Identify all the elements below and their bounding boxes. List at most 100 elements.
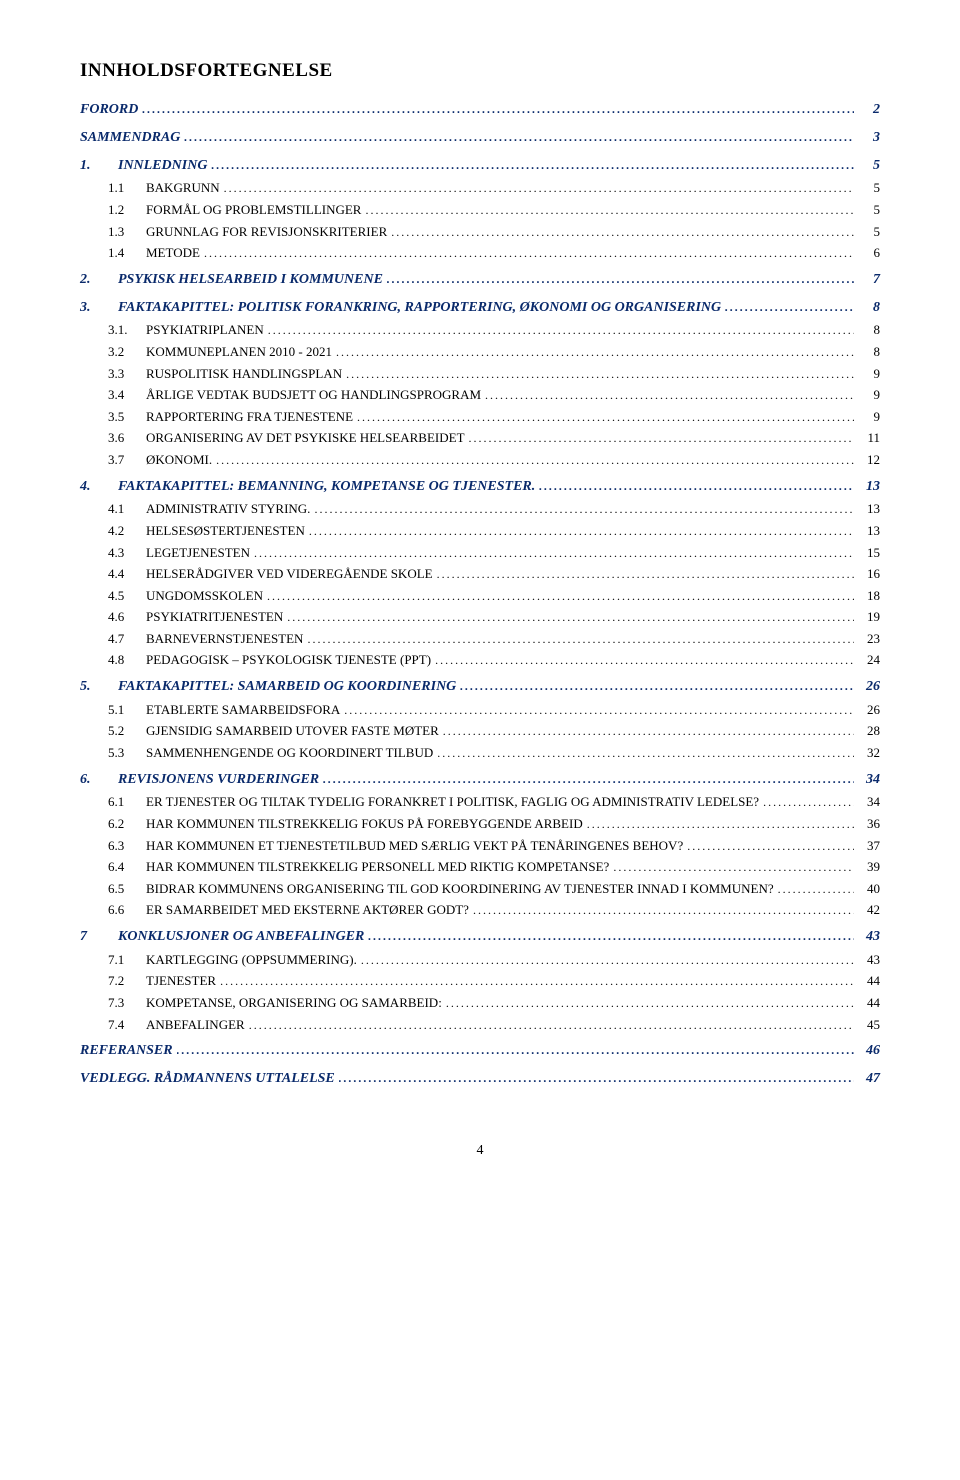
toc-leader-dots <box>460 679 854 693</box>
toc-text: HAR KOMMUNEN TILSTREKKELIG FOKUS PÅ FORE… <box>146 816 583 832</box>
toc-entry: 7KONKLUSJONER OG ANBEFALINGER43 <box>80 929 880 946</box>
toc-leader-dots <box>323 772 854 786</box>
toc-entry: 4.6PSYKIATRITJENESTEN19 <box>80 609 880 625</box>
toc-text: REVISJONENS VURDERINGER <box>118 772 319 789</box>
toc-page: 3 <box>858 130 880 147</box>
toc-page: 34 <box>858 772 880 789</box>
toc-entry: 3.2KOMMUNEPLANEN 2010 - 20218 <box>80 344 880 360</box>
toc-text: UNGDOMSSKOLEN <box>146 588 263 604</box>
toc-number: 4.6 <box>108 609 146 625</box>
toc-text: ORGANISERING AV DET PSYKISKE HELSEARBEID… <box>146 430 465 446</box>
toc-text: ETABLERTE SAMARBEIDSFORA <box>146 702 340 718</box>
toc-text: FORORD <box>80 102 138 119</box>
toc-entry: 4.5UNGDOMSSKOLEN18 <box>80 588 880 604</box>
toc-entry: 5.FAKTAKAPITTEL: SAMARBEID OG KOORDINERI… <box>80 679 880 696</box>
toc-text: ER TJENESTER OG TILTAK TYDELIG FORANKRET… <box>146 794 759 810</box>
toc-entry: 6.6ER SAMARBEIDET MED EKSTERNE AKTØRER G… <box>80 902 880 918</box>
toc-entry: 6.3HAR KOMMUNEN ET TJENESTETILBUD MED SÆ… <box>80 838 880 854</box>
toc-leader-dots <box>387 272 854 286</box>
toc-leader-dots <box>725 300 854 314</box>
toc-entry: 4.FAKTAKAPITTEL: BEMANNING, KOMPETANSE O… <box>80 479 880 496</box>
toc-page: 36 <box>858 816 880 832</box>
toc-entry: 4.3LEGETJENESTEN15 <box>80 545 880 561</box>
toc-page: 23 <box>858 631 880 647</box>
toc-entry: 6.2HAR KOMMUNEN TILSTREKKELIG FOKUS PÅ F… <box>80 816 880 832</box>
toc-text: GRUNNLAG FOR REVISJONSKRITERIER <box>146 224 387 240</box>
toc-text: BAKGRUNN <box>146 180 220 196</box>
toc-text: VEDLEGG. RÅDMANNENS UTTALELSE <box>80 1071 335 1088</box>
toc-page: 15 <box>858 545 880 561</box>
toc-page: 6 <box>858 245 880 261</box>
toc-leader-dots <box>437 746 854 760</box>
toc-entry: 7.4ANBEFALINGER45 <box>80 1017 880 1033</box>
toc-leader-dots <box>539 479 854 493</box>
toc-number: 5.1 <box>108 702 146 718</box>
toc-leader-dots <box>336 345 854 359</box>
toc-entry: 4.2HELSESØSTERTJENESTEN13 <box>80 523 880 539</box>
toc-page: 9 <box>858 409 880 425</box>
toc-leader-dots <box>184 130 854 144</box>
toc-number: 3. <box>80 300 118 317</box>
toc-entry: 1.1BAKGRUNN5 <box>80 180 880 196</box>
toc-number: 6.2 <box>108 816 146 832</box>
toc-entry: 3.FAKTAKAPITTEL: POLITISK FORANKRING, RA… <box>80 300 880 317</box>
toc-entry: 5.3SAMMENHENGENDE OG KOORDINERT TILBUD32 <box>80 745 880 761</box>
toc-entry: 1.2FORMÅL OG PROBLEMSTILLINGER5 <box>80 202 880 218</box>
toc-page: 28 <box>858 723 880 739</box>
toc-page: 37 <box>858 838 880 854</box>
toc-page: 9 <box>858 387 880 403</box>
toc-page: 11 <box>858 430 880 446</box>
toc-page: 43 <box>858 929 880 946</box>
toc-leader-dots <box>357 410 854 424</box>
toc-entry: FORORD2 <box>80 102 880 119</box>
toc-entry: 3.3RUSPOLITISK HANDLINGSPLAN9 <box>80 366 880 382</box>
toc-page: 12 <box>858 452 880 468</box>
toc-leader-dots <box>446 996 854 1010</box>
toc-number: 4.2 <box>108 523 146 539</box>
toc-number: 6. <box>80 772 118 789</box>
toc-entry: 4.1ADMINISTRATIV STYRING.13 <box>80 501 880 517</box>
toc-number: 4.4 <box>108 566 146 582</box>
document-title: INNHOLDSFORTEGNELSE <box>80 60 880 82</box>
toc-text: FAKTAKAPITTEL: SAMARBEID OG KOORDINERING <box>118 679 456 696</box>
toc-number: 1. <box>80 158 118 175</box>
toc-text: LEGETJENESTEN <box>146 545 250 561</box>
toc-entry: 3.6ORGANISERING AV DET PSYKISKE HELSEARB… <box>80 430 880 446</box>
toc-number: 7.1 <box>108 952 146 968</box>
toc-leader-dots <box>469 431 854 445</box>
toc-number: 4.7 <box>108 631 146 647</box>
toc-text: KOMPETANSE, ORGANISERING OG SAMARBEID: <box>146 995 442 1011</box>
toc-entry: 1.INNLEDNING5 <box>80 158 880 175</box>
toc-leader-dots <box>268 323 854 337</box>
toc-text: KARTLEGGING (OPPSUMMERING). <box>146 952 357 968</box>
toc-leader-dots <box>287 610 854 624</box>
toc-page: 9 <box>858 366 880 382</box>
toc-leader-dots <box>220 974 854 988</box>
toc-page: 45 <box>858 1017 880 1033</box>
toc-page: 7 <box>858 272 880 289</box>
toc-leader-dots <box>763 795 854 809</box>
toc-leader-dots <box>314 502 854 516</box>
toc-entry: 2.PSYKISK HELSEARBEID I KOMMUNENE7 <box>80 272 880 289</box>
toc-number: 4.5 <box>108 588 146 604</box>
toc-number: 3.1. <box>108 322 146 338</box>
toc-leader-dots <box>365 203 854 217</box>
toc-leader-dots <box>211 158 854 172</box>
toc-text: HELSERÅDGIVER VED VIDEREGÅENDE SKOLE <box>146 566 433 582</box>
toc-text: FORMÅL OG PROBLEMSTILLINGER <box>146 202 361 218</box>
toc-leader-dots <box>309 524 854 538</box>
toc-page: 26 <box>858 702 880 718</box>
toc-text: METODE <box>146 245 200 261</box>
toc-text: TJENESTER <box>146 973 216 989</box>
toc-text: HAR KOMMUNEN ET TJENESTETILBUD MED SÆRLI… <box>146 838 683 854</box>
toc-text: RAPPORTERING FRA TJENESTENE <box>146 409 353 425</box>
toc-entry: 1.4METODE6 <box>80 245 880 261</box>
toc-text: BARNEVERNSTJENESTEN <box>146 631 303 647</box>
toc-text: ADMINISTRATIV STYRING. <box>146 501 310 517</box>
toc-page: 19 <box>858 609 880 625</box>
toc-page: 13 <box>858 523 880 539</box>
toc-page: 39 <box>858 859 880 875</box>
toc-number: 3.5 <box>108 409 146 425</box>
toc-leader-dots <box>216 453 854 467</box>
toc-entry: 7.2TJENESTER44 <box>80 973 880 989</box>
